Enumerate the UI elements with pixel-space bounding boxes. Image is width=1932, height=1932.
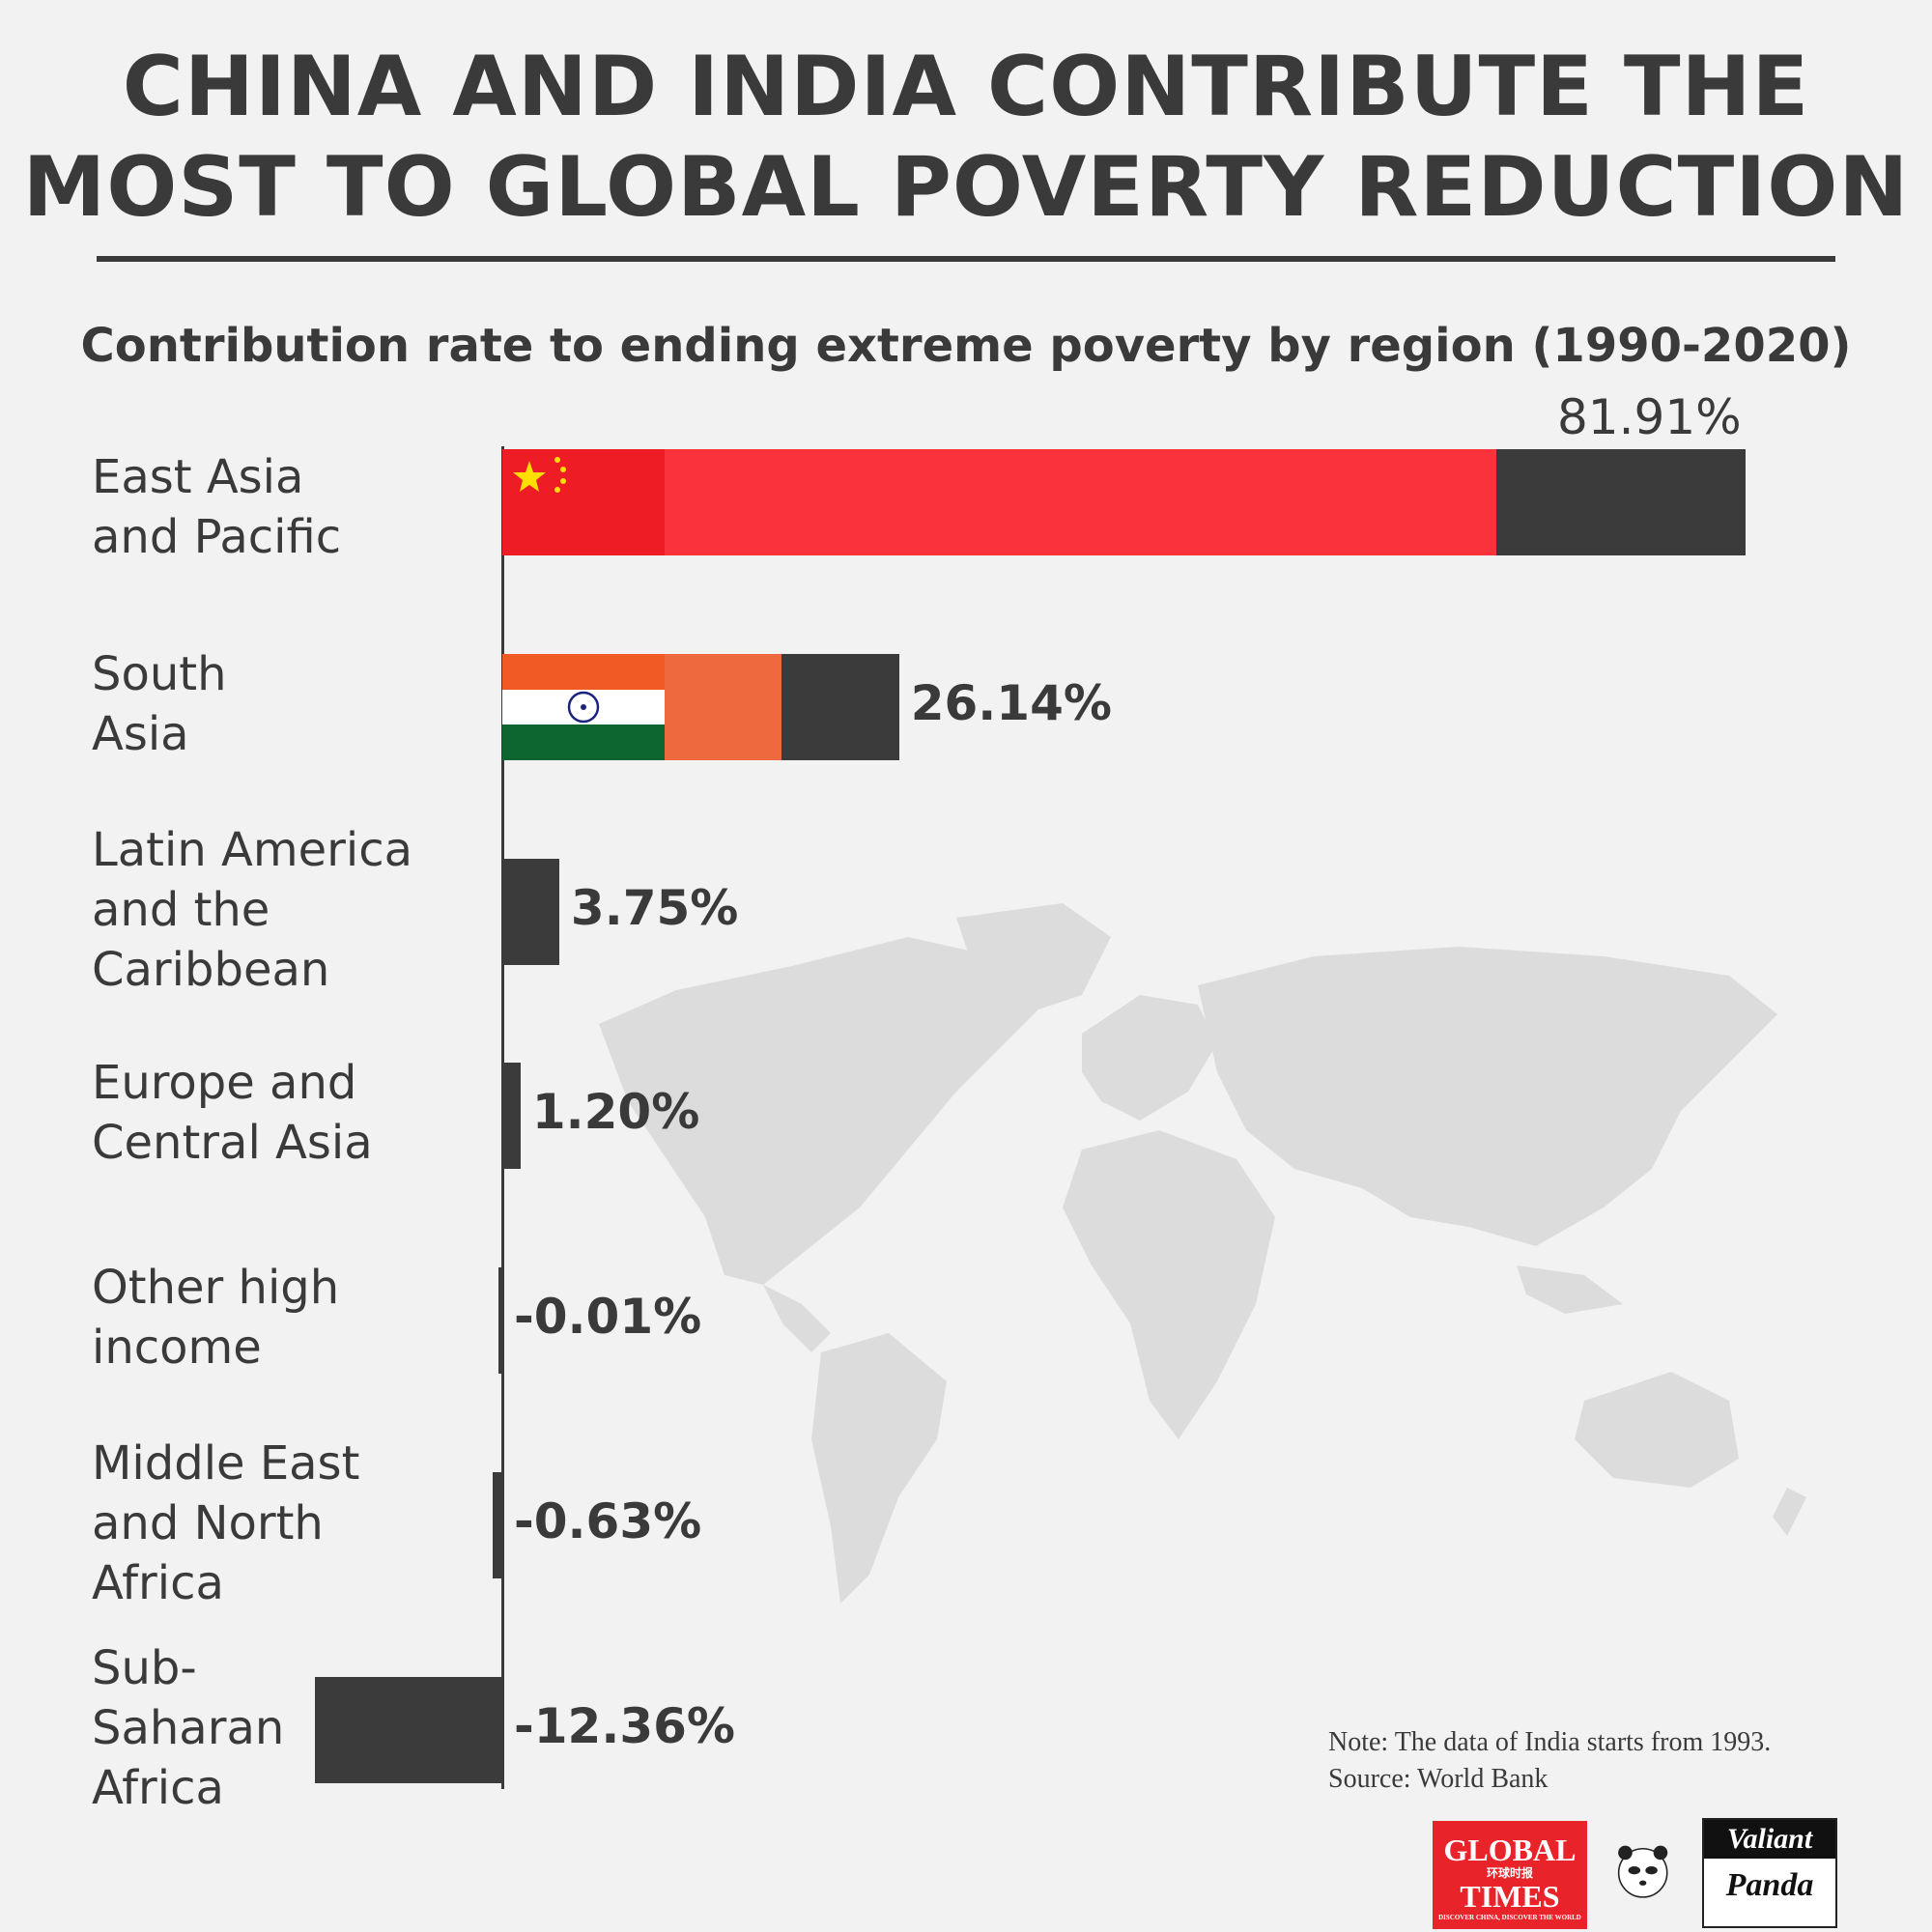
world-map-background	[599, 903, 1806, 1604]
map-north-america	[599, 937, 1043, 1285]
category-label: Europe and Central Asia	[92, 1053, 478, 1173]
china-share-segment	[502, 449, 1497, 555]
bar	[498, 1267, 502, 1374]
category-label-line: Africa	[92, 1761, 224, 1815]
data-label: -0.01%	[514, 1289, 702, 1345]
category-label-line: Europe and	[92, 1056, 357, 1110]
category-label-line: and the	[92, 883, 270, 937]
category-label-line: Other high	[92, 1261, 340, 1315]
logo-text-panda: Panda	[1725, 1867, 1814, 1903]
bar	[502, 859, 559, 965]
bar	[502, 1063, 521, 1169]
category-label-line: Central Asia	[92, 1116, 373, 1170]
logo-tagline: DISCOVER CHINA, DISCOVER THE WORLD	[1438, 1914, 1581, 1921]
map-new-zealand	[1773, 1488, 1806, 1536]
india-flag-icon	[502, 654, 665, 760]
data-label: -0.63%	[514, 1493, 702, 1549]
map-central-america	[763, 1285, 831, 1352]
category-label-line: Middle East	[92, 1436, 360, 1491]
category-label: Other high income	[92, 1258, 478, 1378]
category-label-line: Asia	[92, 707, 189, 761]
category-label: Sub- Saharan Africa	[92, 1638, 478, 1818]
category-label-line: South	[92, 647, 227, 701]
valiant-panda-logo: Valiant Panda	[1702, 1818, 1837, 1928]
logo-text-cn: 环球时报	[1486, 1866, 1533, 1880]
map-se-asia	[1517, 1265, 1623, 1314]
panda-icon	[1617, 1845, 1668, 1898]
logo-text-valiant: Valiant	[1704, 1820, 1835, 1859]
data-label: 1.20%	[531, 1084, 700, 1140]
category-label-line: Latin America	[92, 823, 412, 877]
data-label: 3.75%	[570, 880, 739, 936]
category-label: East Asia and Pacific	[92, 447, 478, 567]
source-text: Source: World Bank	[1328, 1764, 1548, 1794]
map-south-america	[811, 1333, 947, 1604]
category-label: South Asia	[92, 644, 478, 764]
map-africa	[1063, 1130, 1275, 1439]
data-label: -12.36%	[514, 1698, 736, 1754]
logo-text-global: GLOBAL	[1443, 1833, 1577, 1867]
bar	[314, 1677, 502, 1783]
category-label-line: East Asia	[92, 450, 304, 504]
title-divider	[97, 256, 1835, 262]
china-flag-icon	[502, 449, 665, 555]
map-asia	[1198, 947, 1777, 1246]
category-label-line: Africa	[92, 1556, 224, 1610]
title-line-2: MOST TO GLOBAL POVERTY REDUCTION	[22, 139, 1910, 236]
logo-text-times: TIMES	[1460, 1879, 1560, 1914]
category-label-line: Saharan	[92, 1701, 285, 1755]
bar	[493, 1472, 502, 1578]
category-label: Middle East and North Africa	[92, 1434, 478, 1613]
category-label-line: income	[92, 1321, 262, 1375]
data-label: 81.91%	[1557, 389, 1742, 445]
footnote: Note: The data of India starts from 1993…	[1328, 1724, 1771, 1798]
category-label-line: Sub-	[92, 1641, 197, 1695]
category-label-line: and North	[92, 1496, 324, 1550]
global-times-logo: GLOBAL 环球时报 TIMES DISCOVER CHINA, DISCOV…	[1433, 1821, 1587, 1929]
map-australia	[1575, 1372, 1739, 1488]
title-line-1: CHINA AND INDIA CONTRIBUTE THE	[122, 39, 1810, 135]
note-text: Note: The data of India starts from 1993…	[1328, 1727, 1772, 1757]
category-label: Latin America and the Caribbean	[92, 820, 478, 1000]
page-title: CHINA AND INDIA CONTRIBUTE THE MOST TO G…	[0, 37, 1932, 238]
category-label-line: and Pacific	[92, 510, 342, 564]
chart-subtitle: Contribution rate to ending extreme pove…	[80, 319, 1852, 373]
map-greenland	[956, 903, 1111, 1014]
data-label: 26.14%	[910, 675, 1112, 731]
map-europe	[1082, 995, 1217, 1121]
category-label-line: Caribbean	[92, 943, 330, 997]
